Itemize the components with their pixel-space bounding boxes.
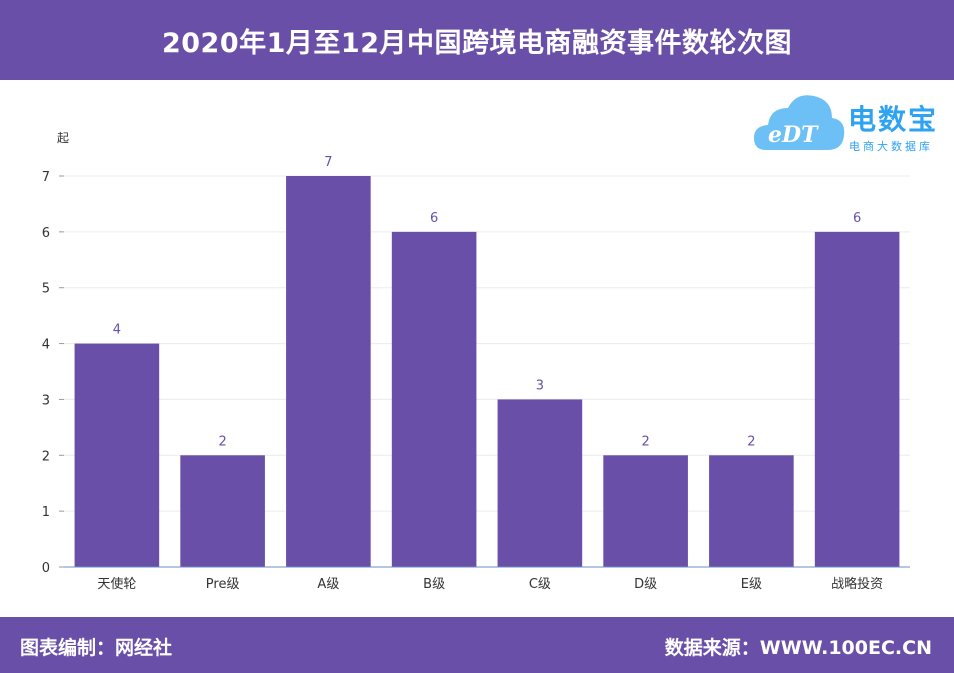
data-label: 2: [218, 434, 226, 449]
logo-subtitle: 电商大数据库: [849, 140, 933, 153]
bars: [74, 176, 900, 567]
data-label: 7: [324, 155, 332, 170]
bar: [74, 343, 160, 567]
y-tick-label: 2: [42, 449, 50, 464]
y-tick-label: 0: [42, 561, 50, 576]
y-tick-label: 1: [42, 505, 50, 520]
bar: [603, 455, 688, 567]
footer-credit: 图表编制：网经社: [20, 637, 173, 659]
x-category-label: B级: [423, 577, 445, 592]
data-label: 3: [536, 378, 544, 393]
data-label: 6: [430, 211, 438, 226]
y-tick-label: 6: [42, 226, 50, 241]
bar: [497, 399, 583, 567]
x-category-label: 战略投资: [831, 576, 883, 592]
logo: eDT 电数宝 电商大数据库: [752, 88, 952, 158]
x-category-label: 天使轮: [97, 576, 136, 592]
chart-title: 2020年1月至12月中国跨境电商融资事件数轮次图: [161, 27, 792, 59]
x-category-label: C级: [529, 577, 551, 592]
bar: [286, 176, 371, 567]
x-category-label: A级: [317, 577, 339, 592]
footer-source: 数据来源：WWW.100EC.CN: [664, 637, 932, 659]
cloud-logo-icon: [754, 95, 845, 150]
data-label: 2: [641, 434, 649, 449]
x-category-label: D级: [634, 577, 657, 592]
y-tick-label: 7: [42, 170, 50, 185]
y-tick-label: 5: [42, 282, 50, 297]
data-labels: 4 2 7 6 3 2 2 6: [113, 155, 862, 449]
bar: [180, 455, 265, 567]
y-axis-ticks: 0 1 2 3 4 5 6 7: [42, 170, 64, 576]
x-category-label: E级: [741, 577, 762, 592]
data-label: 2: [747, 434, 755, 449]
x-category-label: Pre级: [206, 577, 240, 592]
data-label: 4: [113, 323, 121, 338]
footer-bar: 图表编制：网经社 数据来源：WWW.100EC.CN: [0, 617, 954, 673]
y-tick-label: 4: [42, 338, 50, 353]
header-bar: 2020年1月至12月中国跨境电商融资事件数轮次图: [0, 0, 954, 80]
bar: [391, 231, 477, 567]
bar: [814, 231, 900, 567]
x-axis-categories: 天使轮 Pre级 A级 B级 C级 D级 E级 战略投资: [97, 576, 883, 592]
y-axis-unit-label: 起: [57, 131, 69, 145]
logo-mark: eDT: [768, 122, 818, 148]
data-label: 6: [853, 211, 861, 226]
logo-brand: 电数宝: [848, 103, 939, 136]
bar: [709, 455, 794, 567]
y-tick-label: 3: [42, 393, 50, 408]
